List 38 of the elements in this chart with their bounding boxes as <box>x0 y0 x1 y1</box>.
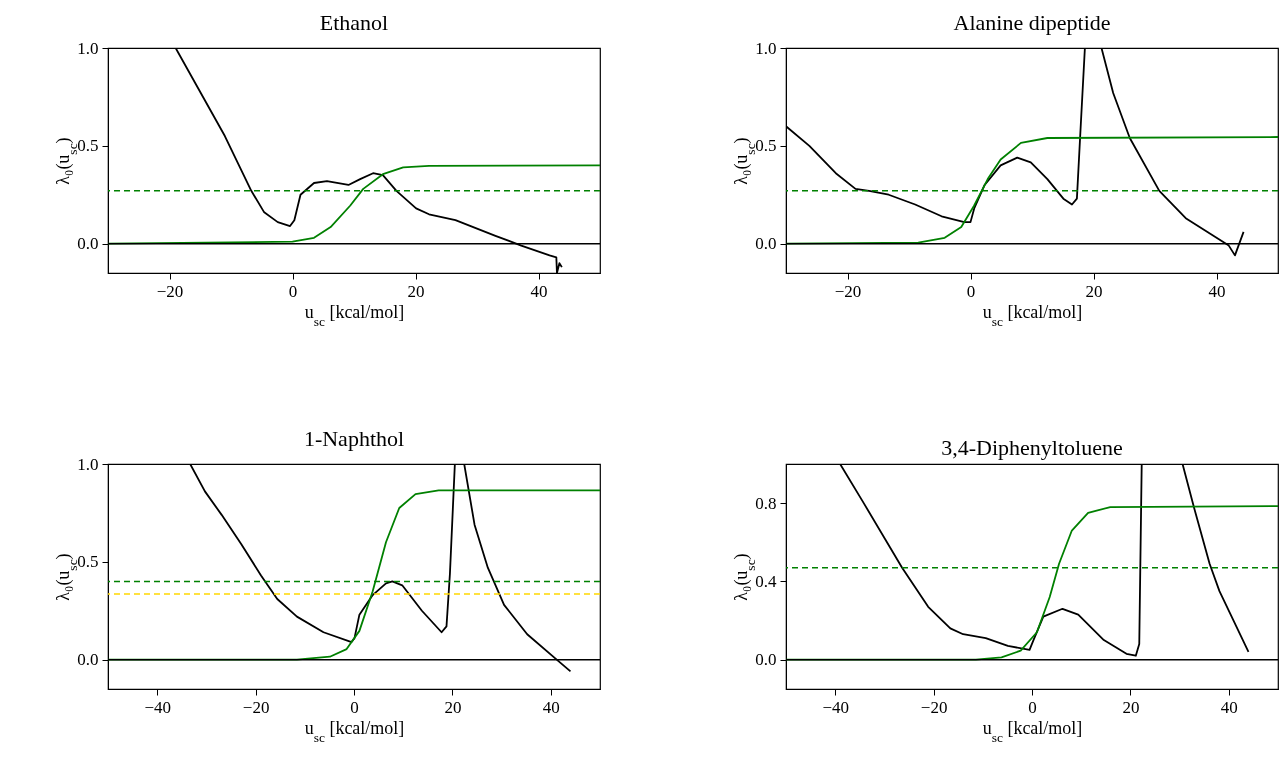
x-axis-title: u$_{sc}$ [kcal/mol] <box>982 717 1083 744</box>
x-tick-label: 0 <box>288 281 298 301</box>
y-tick-label: 0.0 <box>77 650 99 670</box>
chart-title: 3,4-Diphenyltoluene <box>941 435 1123 460</box>
y-tick-label: 0.5 <box>77 552 99 572</box>
y-tick-label: 0.5 <box>755 136 777 156</box>
x-tick-label: −40 <box>144 697 171 717</box>
chart-title: Alanine dipeptide <box>953 10 1111 35</box>
chart-title: 1-Naphthol <box>303 426 405 451</box>
x-tick-label: 0 <box>966 281 976 301</box>
x-tick-label: 40 <box>530 281 548 301</box>
x-tick-label: 0 <box>350 697 359 717</box>
x-tick-label: 20 <box>444 697 462 717</box>
x-axis-title: u$_{sc}$ [kcal/mol] <box>304 717 405 744</box>
y-tick-label: 0.4 <box>755 571 777 591</box>
x-tick-label: 20 <box>1085 281 1103 301</box>
y-tick-label: 0.8 <box>755 493 777 513</box>
y-tick-label: 0.5 <box>77 136 99 156</box>
x-tick-label: 0 <box>1028 697 1037 717</box>
x-axis-title: u$_{sc}$ [kcal/mol] <box>982 301 1083 328</box>
y-tick-label: 1.0 <box>77 454 99 474</box>
x-tick-label: −20 <box>834 281 862 301</box>
y-tick-label: 1.0 <box>77 38 99 58</box>
x-axis-title: u$_{sc}$ [kcal/mol] <box>304 301 405 328</box>
x-tick-label: −20 <box>156 281 184 301</box>
x-tick-label: 40 <box>1208 281 1226 301</box>
chart-title: Ethanol <box>319 10 389 35</box>
x-tick-label: 20 <box>407 281 425 301</box>
y-tick-label: 0.0 <box>755 234 777 254</box>
x-tick-label: 40 <box>1220 697 1238 717</box>
x-tick-label: −20 <box>242 697 270 717</box>
x-tick-label: 20 <box>1122 697 1140 717</box>
y-tick-label: 0.0 <box>755 650 777 670</box>
x-tick-label: −20 <box>920 697 948 717</box>
y-tick-label: 0.0 <box>77 234 99 254</box>
y-tick-label: 1.0 <box>755 38 777 58</box>
x-tick-label: 40 <box>542 697 560 717</box>
x-tick-label: −40 <box>822 697 849 717</box>
